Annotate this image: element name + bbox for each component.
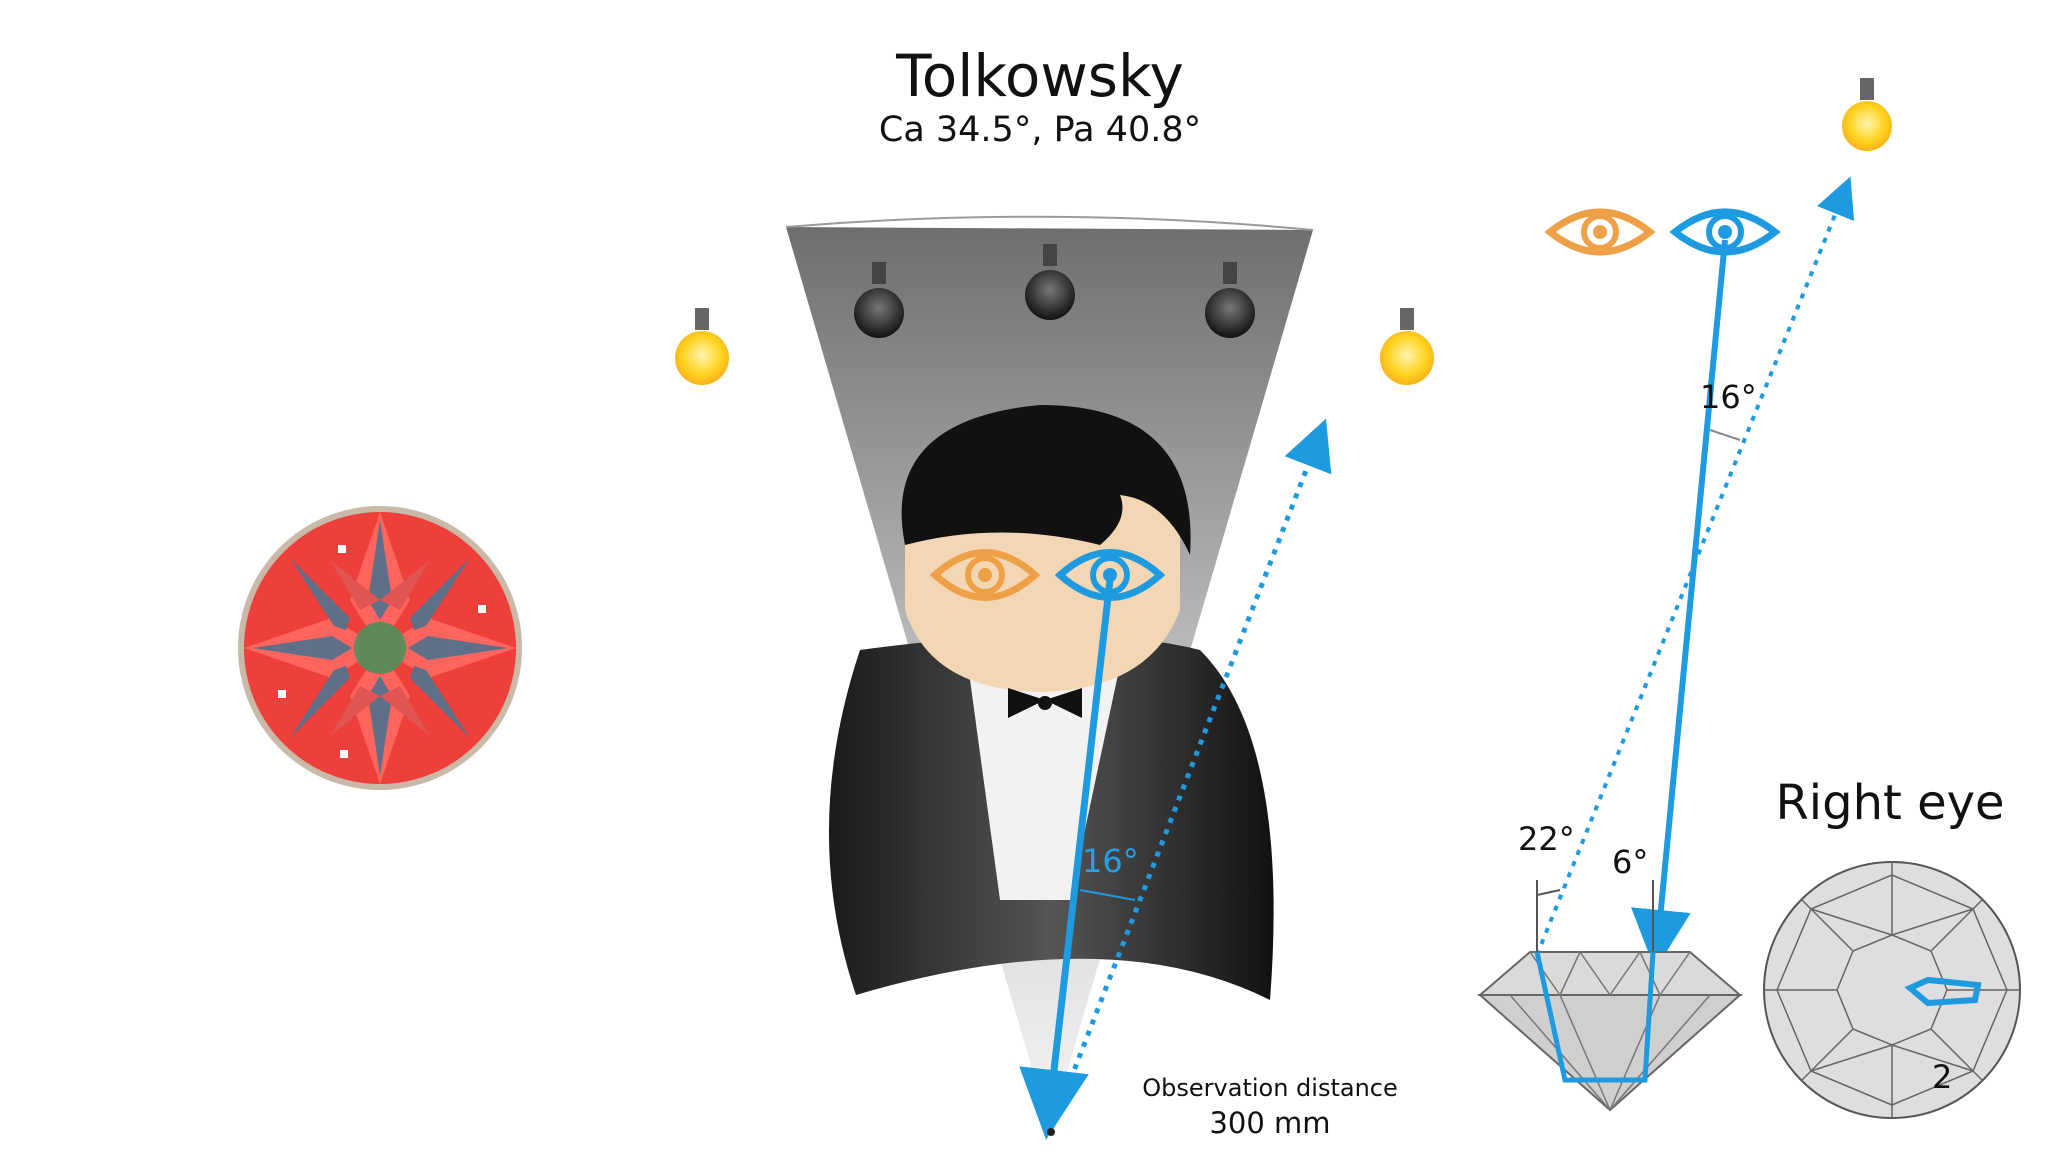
angle-tick xyxy=(1079,889,1136,901)
facet-number: 2 xyxy=(1932,1058,1953,1096)
light-bulb-icon xyxy=(1842,78,1892,151)
light-ray-dotted xyxy=(1535,176,1855,956)
bow-tie-icon xyxy=(1008,688,1082,718)
light-bulb-icon xyxy=(675,308,729,385)
angle-label-top: 16° xyxy=(1700,378,1757,416)
diagram-subtitle: Ca 34.5°, Pa 40.8° xyxy=(878,110,1202,150)
observation-point xyxy=(1047,1128,1055,1136)
observation-distance-label: Observation distance xyxy=(1142,1074,1398,1102)
eye-icon xyxy=(1544,208,1656,256)
light-bulb-icon xyxy=(854,262,904,338)
person-figure xyxy=(828,405,1274,1000)
light-bulb-icon xyxy=(1380,308,1434,385)
eye-ray-solid xyxy=(1630,239,1728,970)
eye-icon xyxy=(929,549,1041,601)
light-bulb-icon xyxy=(1025,244,1075,320)
angle-label-center: 16° xyxy=(1082,842,1139,880)
hair xyxy=(901,405,1191,555)
diamond-icon xyxy=(1763,861,2021,1119)
light-ray-dotted xyxy=(1050,418,1332,1126)
angle-label-bottom-left: 22° xyxy=(1518,820,1575,858)
diamond-icon xyxy=(1477,951,1743,1112)
light-bulb-icon xyxy=(1205,262,1255,338)
diagram-title: Tolkowsky xyxy=(896,42,1184,110)
cone-top-arc xyxy=(785,215,1314,231)
right-eye-label: Right eye xyxy=(1775,775,2005,831)
angle-tick xyxy=(1536,889,1561,896)
observation-distance-value: 300 mm xyxy=(1209,1106,1331,1140)
eye-ray-solid xyxy=(1019,579,1114,1140)
aset-diamond-image xyxy=(238,506,522,790)
angle-label-bottom-right: 6° xyxy=(1612,843,1649,881)
angle-tick xyxy=(1709,429,1741,441)
